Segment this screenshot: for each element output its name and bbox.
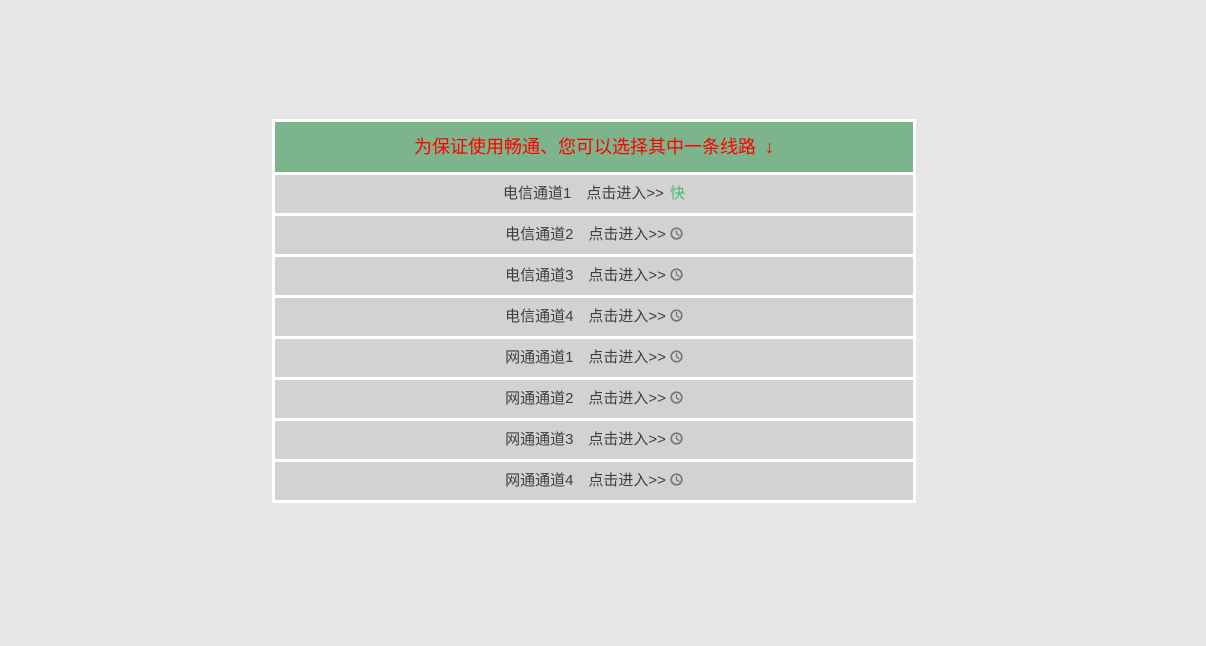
channel-list: 电信通道1 点击进入>> 快 电信通道2 点击进入>> 电信通道3 点击进入>> 电信通… — [275, 175, 913, 500]
enter-link[interactable]: 点击进入>> — [588, 390, 666, 407]
clock-icon — [670, 473, 683, 486]
channel-row[interactable]: 网通通道2 点击进入>> — [275, 380, 913, 418]
channel-label: 电信通道1 — [503, 185, 572, 202]
channel-row[interactable]: 电信通道1 点击进入>> 快 — [275, 175, 913, 213]
channel-label: 网通通道4 — [505, 472, 574, 489]
channel-row[interactable]: 网通通道4 点击进入>> — [275, 462, 913, 500]
notice-text: 为保证使用畅通、您可以选择其中一条线路 — [414, 137, 756, 157]
channel-label: 电信通道3 — [505, 267, 574, 284]
clock-icon — [670, 268, 683, 281]
channel-row[interactable]: 网通通道1 点击进入>> — [275, 339, 913, 377]
channel-label: 网通通道2 — [505, 390, 574, 407]
enter-link[interactable]: 点击进入>> — [588, 308, 666, 325]
clock-icon — [670, 350, 683, 363]
clock-icon — [670, 432, 683, 445]
clock-icon — [670, 309, 683, 322]
enter-link[interactable]: 点击进入>> — [586, 185, 664, 202]
channel-label: 网通通道1 — [505, 349, 574, 366]
channel-row[interactable]: 电信通道4 点击进入>> — [275, 298, 913, 336]
channel-label: 电信通道2 — [505, 226, 574, 243]
enter-link[interactable]: 点击进入>> — [588, 267, 666, 284]
down-arrow-icon: ↓ — [765, 137, 774, 157]
channel-row[interactable]: 网通通道3 点击进入>> — [275, 421, 913, 459]
channel-row[interactable]: 电信通道3 点击进入>> — [275, 257, 913, 295]
enter-link[interactable]: 点击进入>> — [588, 431, 666, 448]
channel-label: 电信通道4 — [505, 308, 574, 325]
channel-row[interactable]: 电信通道2 点击进入>> — [275, 216, 913, 254]
line-selection-table: 为保证使用畅通、您可以选择其中一条线路 ↓ 电信通道1 点击进入>> 快 电信通道2 点… — [272, 119, 916, 503]
speed-status-text: 快 — [669, 185, 685, 202]
enter-link[interactable]: 点击进入>> — [588, 349, 666, 366]
enter-link[interactable]: 点击进入>> — [588, 472, 666, 489]
channel-label: 网通通道3 — [505, 431, 574, 448]
enter-link[interactable]: 点击进入>> — [588, 226, 666, 243]
notice-banner: 为保证使用畅通、您可以选择其中一条线路 ↓ — [275, 122, 913, 172]
clock-icon — [670, 391, 683, 404]
clock-icon — [670, 227, 683, 240]
